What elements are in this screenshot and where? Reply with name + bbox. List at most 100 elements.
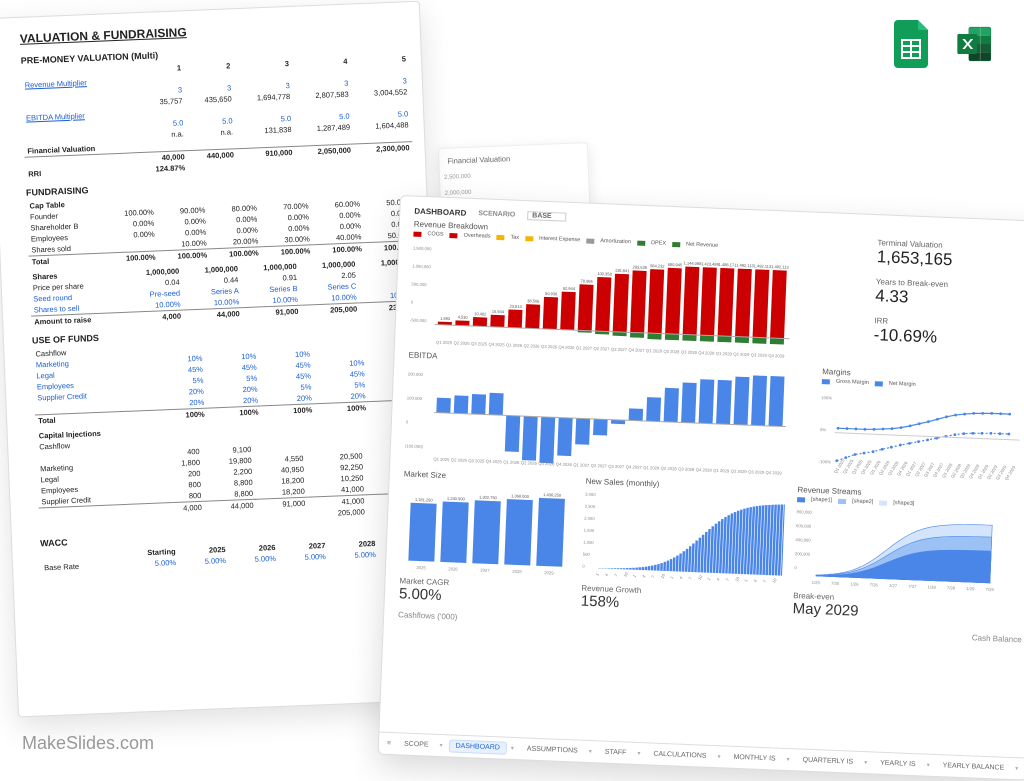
kpi-panel: Terminal Valuation 1,653,165 Years to Br… bbox=[873, 238, 1024, 371]
svg-text:Q1 2027: Q1 2027 bbox=[573, 462, 590, 468]
svg-text:Q3 2028: Q3 2028 bbox=[681, 349, 698, 355]
svg-text:1,368,000: 1,368,000 bbox=[511, 493, 530, 499]
svg-text:7/27: 7/27 bbox=[908, 584, 917, 589]
tab-dropdown-icon[interactable]: ▾ bbox=[1015, 765, 1018, 772]
tab-scope[interactable]: SCOPE bbox=[397, 737, 436, 752]
svg-text:7/26: 7/26 bbox=[870, 582, 879, 587]
svg-text:Q2 2028: Q2 2028 bbox=[661, 466, 678, 472]
scenario-select[interactable]: BASE bbox=[527, 211, 567, 222]
page-title: VALUATION & FUNDRAISING bbox=[20, 16, 408, 46]
svg-text:1,893: 1,893 bbox=[440, 316, 451, 321]
svg-text:2,000: 2,000 bbox=[584, 516, 595, 521]
shares-table: Shares1,000,0001,000,0001,000,0001,000,0… bbox=[29, 256, 419, 328]
tab-staff[interactable]: STAFF bbox=[598, 745, 634, 759]
svg-text:2028: 2028 bbox=[512, 569, 522, 574]
tab-dropdown-icon[interactable]: ▾ bbox=[864, 759, 867, 766]
svg-text:1/27: 1/27 bbox=[889, 583, 898, 588]
svg-text:600,000: 600,000 bbox=[796, 523, 812, 529]
svg-text:Q4 2025: Q4 2025 bbox=[486, 459, 503, 465]
svg-text:2029: 2029 bbox=[544, 570, 554, 575]
svg-text:4: 4 bbox=[752, 578, 758, 583]
svg-text:Q4 2026: Q4 2026 bbox=[558, 344, 575, 350]
svg-text:Q2 2026: Q2 2026 bbox=[521, 460, 538, 466]
watermark: MakeSlides.com bbox=[22, 733, 154, 754]
svg-text:100,358: 100,358 bbox=[597, 271, 612, 277]
cap-table: Cap TableFounder100.00%90.00%80.00%70.00… bbox=[26, 185, 416, 268]
svg-text:Q1 2029: Q1 2029 bbox=[716, 351, 733, 357]
svg-text:7/25: 7/25 bbox=[831, 581, 840, 586]
svg-text:1,302,750: 1,302,750 bbox=[479, 494, 498, 500]
market-size-chart: Market Size 1,181,25020251,240,50020261,… bbox=[399, 469, 574, 609]
svg-text:Q2 2026: Q2 2026 bbox=[523, 343, 540, 349]
svg-text:1,423,489: 1,423,489 bbox=[701, 261, 720, 267]
svg-text:Q2 2027: Q2 2027 bbox=[591, 463, 608, 469]
tab-calculations[interactable]: CALCULATIONS bbox=[646, 747, 714, 763]
svg-text:564,232: 564,232 bbox=[650, 263, 665, 269]
svg-text:Q1 2025: Q1 2025 bbox=[433, 457, 450, 463]
svg-text:2,500: 2,500 bbox=[585, 504, 596, 509]
tab-yearly-balance[interactable]: YEARLY BALANCE bbox=[935, 759, 1011, 775]
tab-dropdown-icon[interactable]: ▾ bbox=[511, 745, 514, 752]
tab-dropdown-icon[interactable]: ▾ bbox=[637, 750, 640, 757]
svg-text:1: 1 bbox=[706, 576, 712, 581]
tab-yearly-is[interactable]: YEARLY IS bbox=[873, 756, 923, 771]
tabs-menu-icon[interactable]: ≡ bbox=[387, 740, 391, 747]
use-of-funds-table: CashflowMarketing10%10%10%Legal45%45%45%… bbox=[32, 333, 423, 427]
svg-text:3,000: 3,000 bbox=[585, 492, 596, 497]
svg-text:2027: 2027 bbox=[480, 568, 490, 573]
svg-text:1/28: 1/28 bbox=[928, 584, 937, 589]
svg-text:10: 10 bbox=[660, 572, 667, 579]
svg-text:1,436,250: 1,436,250 bbox=[543, 492, 562, 498]
svg-text:15,934: 15,934 bbox=[492, 309, 505, 315]
svg-text:Q2 2029: Q2 2029 bbox=[733, 352, 750, 358]
svg-text:Q4 2029: Q4 2029 bbox=[766, 470, 783, 476]
svg-text:Q1 2028: Q1 2028 bbox=[643, 465, 660, 471]
svg-text:Q4 2025: Q4 2025 bbox=[488, 342, 505, 348]
svg-text:500: 500 bbox=[583, 552, 591, 557]
svg-text:1: 1 bbox=[669, 575, 675, 580]
svg-text:100,000: 100,000 bbox=[407, 395, 423, 401]
svg-text:Q3 2025: Q3 2025 bbox=[471, 341, 488, 347]
tab-monthly-is[interactable]: MONTHLY IS bbox=[726, 751, 783, 766]
revenue-breakdown-chart: Revenue Breakdown COGSOverheadsTaxIntere… bbox=[409, 220, 866, 365]
svg-text:Q4 2027: Q4 2027 bbox=[626, 464, 643, 470]
svg-text:10,402: 10,402 bbox=[474, 311, 487, 317]
svg-text:10: 10 bbox=[734, 575, 741, 582]
tab-dropdown-icon[interactable]: ▾ bbox=[589, 748, 592, 755]
svg-text:0: 0 bbox=[406, 419, 409, 424]
svg-text:4: 4 bbox=[641, 573, 647, 578]
svg-text:Q2 2028: Q2 2028 bbox=[663, 349, 680, 355]
tab-dashboard[interactable]: DASHBOARD bbox=[448, 739, 507, 754]
valuation-spreadsheet: VALUATION & FUNDRAISING PRE-MONEY VALUAT… bbox=[0, 1, 448, 718]
svg-text:2025: 2025 bbox=[416, 565, 426, 570]
svg-text:7: 7 bbox=[613, 572, 619, 577]
tab-dropdown-icon[interactable]: ▾ bbox=[717, 753, 720, 760]
svg-text:Q2 2027: Q2 2027 bbox=[593, 346, 610, 352]
tab-dropdown-icon[interactable]: ▾ bbox=[439, 742, 442, 749]
svg-text:2026: 2026 bbox=[448, 566, 458, 571]
svg-text:200,000: 200,000 bbox=[795, 551, 811, 557]
tab-assumptions[interactable]: ASSUMPTIONS bbox=[520, 742, 585, 758]
margins-chart: Margins Gross MarginNet Margin 100%0%-10… bbox=[818, 367, 1024, 488]
svg-text:1,240,500: 1,240,500 bbox=[447, 496, 466, 502]
svg-text:1: 1 bbox=[743, 578, 749, 583]
svg-text:23,814: 23,814 bbox=[509, 303, 522, 309]
tab-dropdown-icon[interactable]: ▾ bbox=[786, 756, 789, 763]
svg-text:0%: 0% bbox=[820, 427, 827, 432]
tab-quarterly-is[interactable]: QUARTERLY IS bbox=[795, 753, 860, 769]
svg-text:Q1 2025: Q1 2025 bbox=[436, 340, 453, 346]
svg-text:1,500: 1,500 bbox=[584, 528, 595, 533]
svg-text:680,945: 680,945 bbox=[668, 262, 683, 268]
svg-text:1,492,113: 1,492,113 bbox=[771, 264, 789, 270]
svg-text:Q4 2028: Q4 2028 bbox=[698, 350, 715, 356]
svg-text:4: 4 bbox=[715, 576, 721, 581]
svg-text:Q4 2028: Q4 2028 bbox=[696, 467, 713, 473]
svg-text:7/28: 7/28 bbox=[947, 585, 956, 590]
svg-text:Q3 2027: Q3 2027 bbox=[611, 347, 628, 353]
svg-text:1: 1 bbox=[594, 572, 600, 577]
svg-text:7: 7 bbox=[762, 578, 768, 583]
svg-text:Q3 2029: Q3 2029 bbox=[751, 352, 768, 358]
svg-text:1,500,000: 1,500,000 bbox=[413, 246, 432, 252]
svg-text:1: 1 bbox=[632, 573, 638, 578]
svg-text:800,000: 800,000 bbox=[797, 509, 813, 515]
